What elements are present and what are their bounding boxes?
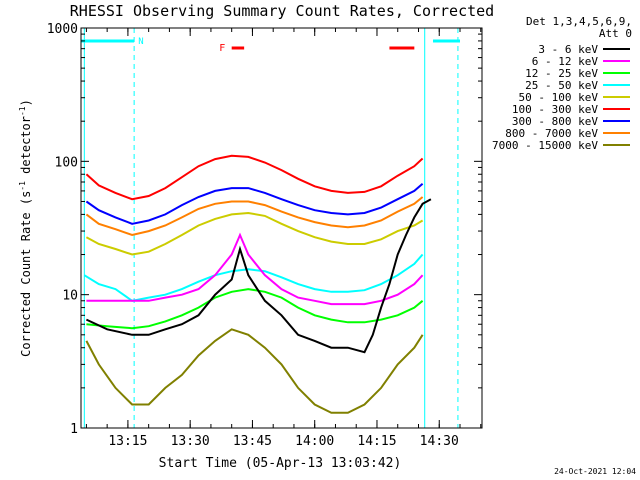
night-flag-label: N [138, 37, 143, 47]
y-axis-label: Corrected Count Rate (s-1 detector-1) [18, 99, 33, 357]
x-tick-label-2: 13:45 [233, 434, 272, 449]
legend-label-2: 12 - 25 keV [525, 67, 598, 80]
y-axis-label-sup1: -1 [18, 181, 27, 191]
legend-header-detectors: Det 1,3,4,5,6,9, [526, 15, 632, 28]
x-tick-label-3: 14:00 [295, 434, 334, 449]
legend-label-1: 6 - 12 keV [532, 55, 599, 68]
series-line-8 [85, 328, 424, 414]
series-line-5 [85, 154, 424, 201]
legend-label-3: 25 - 50 keV [525, 79, 598, 92]
legend-label-4: 50 - 100 keV [519, 91, 599, 104]
series-line-3 [83, 253, 424, 302]
legend-label-6: 300 - 800 keV [512, 115, 598, 128]
y-axis-label-part3: ) [19, 99, 33, 106]
y-axis: 1 10 100 1000 [47, 22, 482, 437]
y-axis-label-part1: Corrected Count Rate (s [19, 191, 33, 357]
y-tick-label-2: 100 [55, 155, 78, 170]
y-tick-label-1: 10 [62, 289, 78, 304]
y-tick-label-3: 1000 [47, 22, 78, 37]
chart-title: RHESSI Observing Summary Count Rates, Co… [70, 2, 494, 20]
x-tick-label-1: 13:30 [171, 434, 210, 449]
flare-flag-label: F [219, 43, 225, 54]
y-axis-label-sup2: -1 [18, 106, 27, 116]
series-line-7 [85, 196, 424, 237]
series-line-0 [85, 198, 432, 354]
x-axis: 13:15 13:30 13:45 14:00 14:15 14:30 [85, 28, 482, 449]
y-tick-label-0: 1 [70, 422, 78, 437]
legend-label-5: 100 - 300 keV [512, 103, 598, 116]
x-tick-label-5: 14:30 [420, 434, 459, 449]
y-axis-label-part2: detector [19, 116, 33, 181]
series-line-6 [85, 182, 424, 225]
x-tick-label-0: 13:15 [108, 434, 147, 449]
series-line-1 [86, 232, 424, 306]
legend-label-0: 3 - 6 keV [538, 43, 598, 56]
legend-header-attenuator: Att 0 [599, 27, 632, 40]
legend-label-7: 800 - 7000 keV [505, 127, 598, 140]
series-line-4 [85, 211, 424, 256]
x-axis-label: Start Time (05-Apr-13 13:03:42) [159, 456, 402, 471]
timestamp-stamp: 24-Oct-2021 12:04 [554, 467, 636, 476]
plot-frame [80, 27, 483, 429]
legend-label-8: 7000 - 15000 keV [492, 139, 598, 152]
plot-marks: NF [81, 28, 460, 428]
x-tick-label-4: 14:15 [357, 434, 396, 449]
series-line-2 [86, 288, 424, 330]
